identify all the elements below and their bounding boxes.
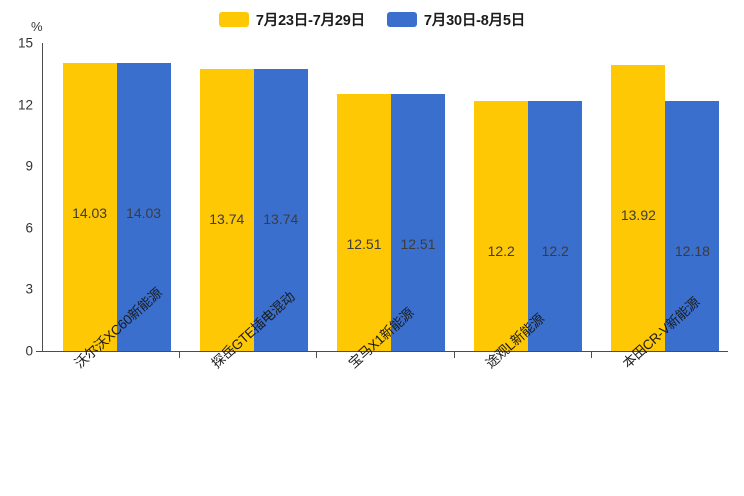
y-axis-tick-label: 3 <box>25 281 33 297</box>
yellow-swatch-icon <box>218 12 249 27</box>
bar[interactable]: 12.18 <box>665 100 720 351</box>
y-axis-tick-label: 6 <box>25 220 33 236</box>
bar[interactable]: 12.51 <box>337 94 391 351</box>
blue-swatch-icon <box>386 12 417 27</box>
x-axis-tick <box>590 351 592 358</box>
legend-item-1[interactable]: 7月30日-8月5日 <box>386 9 526 30</box>
bar[interactable]: 13.74 <box>253 68 308 351</box>
bar-value-label: 13.74 <box>263 210 299 227</box>
bar[interactable]: 12.2 <box>528 100 583 351</box>
bar[interactable]: 12.51 <box>391 94 445 351</box>
bar-group: 13.92 12.18 <box>611 43 720 351</box>
bar-value-label: 12.51 <box>346 236 382 253</box>
bar-group: 12.2 12.2 <box>474 43 583 351</box>
bar-value-label: 14.03 <box>126 204 162 221</box>
x-axis-tick <box>316 351 318 358</box>
bar-value-label: 12.51 <box>400 236 436 253</box>
x-axis-tick <box>453 351 455 358</box>
chart-legend: 7月23日-7月29日 7月30日-8月5日 <box>0 9 744 30</box>
bar-value-label: 13.74 <box>209 210 245 227</box>
plot-area: 0 3 6 9 12 15 14.03 14.03 13.74 13.74 12.51 12.51 1… <box>18 36 728 359</box>
y-axis-tick-label: 15 <box>17 35 33 51</box>
y-axis-zero-tick <box>36 351 42 352</box>
bar[interactable]: 13.74 <box>199 68 254 351</box>
bar-value-label: 12.2 <box>541 242 569 259</box>
y-axis-tick-label: 12 <box>17 97 33 113</box>
bar-group: 12.51 12.51 <box>337 43 445 351</box>
x-axis-line <box>42 351 728 352</box>
bar[interactable]: 12.2 <box>474 100 529 351</box>
legend-item-0[interactable]: 7月23日-7月29日 <box>218 9 365 30</box>
y-axis-unit-label: % <box>31 19 43 34</box>
bar-group: 13.74 13.74 <box>199 43 308 351</box>
bar-value-label: 14.03 <box>72 204 108 221</box>
bar[interactable]: 14.03 <box>62 62 117 351</box>
y-axis-line <box>42 43 43 351</box>
bar[interactable]: 14.03 <box>116 62 171 351</box>
legend-item-1-label: 7月30日-8月5日 <box>423 13 526 29</box>
bar-group: 14.03 14.03 <box>62 43 171 351</box>
bar[interactable]: 13.92 <box>611 65 666 351</box>
bar-value-label: 12.18 <box>674 242 710 259</box>
y-axis-tick-label: 9 <box>25 158 33 174</box>
bar-value-label: 13.92 <box>620 207 656 224</box>
x-axis-tick <box>179 351 181 358</box>
y-axis-tick-label: 0 <box>25 343 33 359</box>
bar-value-label: 12.2 <box>487 242 515 259</box>
legend-item-0-label: 7月23日-7月29日 <box>255 13 365 29</box>
